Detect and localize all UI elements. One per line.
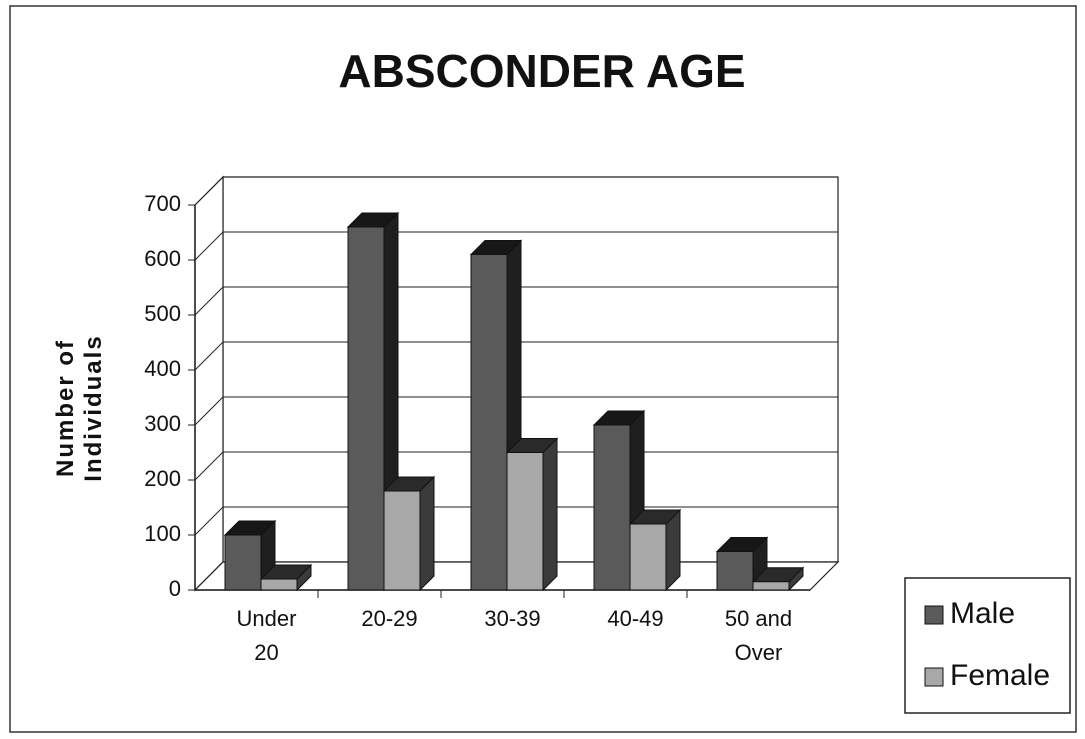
legend-swatch xyxy=(924,667,944,687)
grid-line xyxy=(194,176,838,206)
y-tick-label: 700 xyxy=(144,191,181,216)
legend-swatch xyxy=(924,605,944,625)
bar xyxy=(629,523,667,591)
y-tick-label: 0 xyxy=(169,576,181,601)
bar-side xyxy=(542,437,558,592)
bar xyxy=(716,551,754,591)
y-tick-label: 100 xyxy=(144,521,181,546)
x-tick-label: Under 20 xyxy=(236,606,297,665)
x-tick-label: 50 and Over xyxy=(724,606,793,665)
bar xyxy=(470,254,508,591)
bar xyxy=(224,534,262,591)
x-tick-label: 30-39 xyxy=(484,606,541,631)
grid-line xyxy=(194,231,838,261)
legend-label: Male xyxy=(950,597,1015,630)
y-tick-label: 600 xyxy=(144,246,181,271)
y-tick-label: 300 xyxy=(144,411,181,436)
x-tick-label: 40-49 xyxy=(607,606,664,631)
grid-line xyxy=(194,286,838,316)
grid-line xyxy=(194,396,838,426)
grid-line xyxy=(194,341,838,371)
bar xyxy=(347,226,385,591)
legend-box xyxy=(904,577,1071,714)
x-tick-label: 20-29 xyxy=(361,606,418,631)
y-tick-label: 200 xyxy=(144,466,181,491)
bar xyxy=(383,490,421,591)
y-tick-label: 500 xyxy=(144,301,181,326)
y-tick-label: 400 xyxy=(144,356,181,381)
frame xyxy=(9,5,1077,733)
y-axis-label: Number of Individuals xyxy=(52,334,107,482)
bar xyxy=(506,452,544,591)
bar-side xyxy=(419,475,435,592)
side-wall xyxy=(194,175,224,592)
bar xyxy=(752,581,790,591)
bar xyxy=(260,578,298,591)
legend-label: Female xyxy=(950,659,1050,692)
chart-title: ABSCONDER AGE xyxy=(338,45,745,97)
bar xyxy=(593,424,631,591)
